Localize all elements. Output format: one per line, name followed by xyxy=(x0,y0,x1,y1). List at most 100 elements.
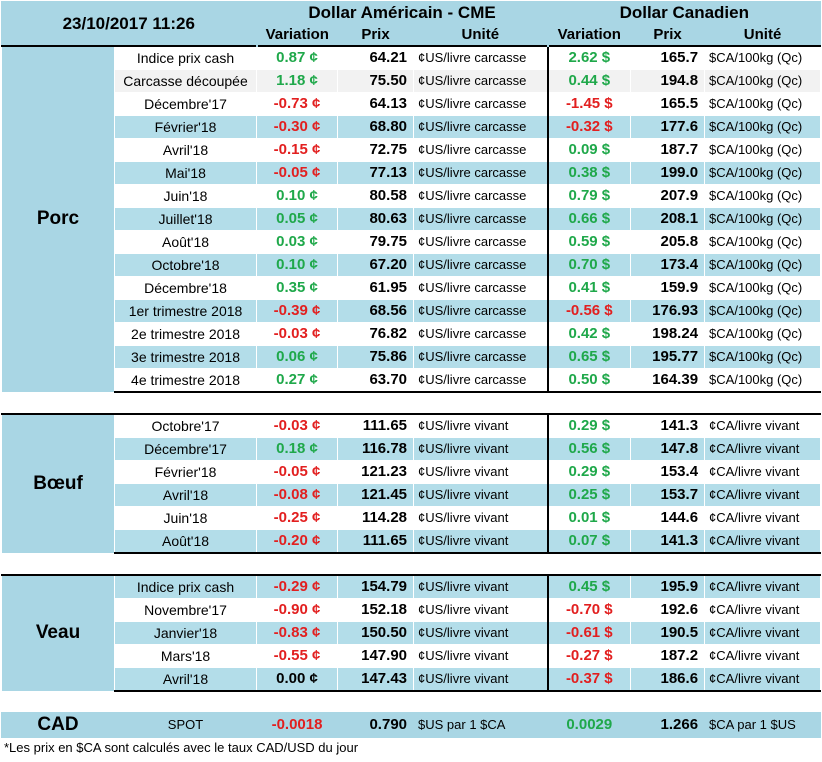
table-row: Juin'18 0.10 ¢ 80.58 ¢US/livre carcasse 0.79… xyxy=(2,184,822,208)
ca-prix: 165.7 xyxy=(630,45,706,70)
us-unite: ¢US/livre vivant xyxy=(413,529,549,554)
us-prix: 0.790 xyxy=(337,712,415,738)
us-unite: ¢US/livre vivant xyxy=(413,644,549,668)
us-prix: 147.90 xyxy=(337,644,415,668)
ca-unite: $CA/100kg (Qc) xyxy=(704,161,822,185)
ca-prix: 164.39 xyxy=(630,368,706,393)
spacer-cell xyxy=(547,690,631,714)
us-prix: 68.56 xyxy=(337,299,415,323)
contract-label: Décembre'17 xyxy=(113,92,258,116)
contract-label: 3e trimestre 2018 xyxy=(113,345,258,369)
table-row: Février'18 -0.05 ¢ 121.23 ¢US/livre vivant 0… xyxy=(2,460,822,484)
us-prix: 63.70 xyxy=(337,368,415,393)
ca-prix: 173.4 xyxy=(630,253,706,277)
ca-variation: 0.25 $ xyxy=(546,483,632,507)
us-variation: -0.73 ¢ xyxy=(256,92,339,116)
ca-variation: -0.70 $ xyxy=(546,598,632,622)
us-prix: 76.82 xyxy=(337,322,415,346)
ca-prix: 186.6 xyxy=(630,667,706,692)
ca-variation: 0.79 $ xyxy=(546,184,632,208)
us-variation: 0.10 ¢ xyxy=(256,253,339,277)
ca-variation: -0.27 $ xyxy=(546,644,632,668)
us-unite: ¢US/livre vivant xyxy=(413,598,549,622)
ca-prix: 187.2 xyxy=(630,644,706,668)
ca-unite-header: Unité xyxy=(704,23,822,47)
us-variation: -0.03 ¢ xyxy=(256,413,339,438)
contract-label: Juin'18 xyxy=(113,184,258,208)
ca-variation: 0.29 $ xyxy=(546,460,632,484)
us-variation: 0.27 ¢ xyxy=(256,368,339,393)
ca-variation: 0.56 $ xyxy=(546,437,632,461)
table-row: 1er trimestre 2018 -0.39 ¢ 68.56 ¢US/livre … xyxy=(2,299,822,323)
spacer-cell xyxy=(1,552,115,576)
ca-unite: ¢CA/livre vivant xyxy=(704,506,822,530)
ca-prix: 190.5 xyxy=(630,621,706,645)
us-unite: ¢US/livre carcasse xyxy=(413,138,549,162)
contract-label: Octobre'18 xyxy=(113,253,258,277)
ca-prix: 147.8 xyxy=(630,437,706,461)
ca-unite: ¢CA/livre vivant xyxy=(704,644,822,668)
ca-unite: $CA/100kg (Qc) xyxy=(704,322,822,346)
table-row: Porc Indice prix cash 0.87 ¢ 64.21 ¢US/livre… xyxy=(1,45,822,393)
us-prix: 152.18 xyxy=(337,598,415,622)
spacer-cell xyxy=(337,690,414,714)
table-row: Décembre'17 0.18 ¢ 116.78 ¢US/livre vivant 0… xyxy=(2,437,822,461)
contract-label: 1er trimestre 2018 xyxy=(113,299,258,323)
ca-unite: ¢CA/livre vivant xyxy=(704,483,822,507)
ca-variation-header: Variation xyxy=(546,23,632,47)
us-unite: ¢US/livre vivant xyxy=(413,667,549,692)
spacer-cell xyxy=(256,690,338,714)
us-unite: ¢US/livre carcasse xyxy=(413,92,549,116)
ca-unite: $CA/100kg (Qc) xyxy=(704,276,822,300)
ca-prix: 187.7 xyxy=(630,138,706,162)
ca-variation: 2.62 $ xyxy=(546,45,632,70)
us-unite: ¢US/livre carcasse xyxy=(413,207,549,231)
ca-prix: 153.4 xyxy=(630,460,706,484)
us-variation: 0.00 ¢ xyxy=(256,667,339,692)
group-label-veau: Veau xyxy=(1,574,115,692)
us-variation: 0.05 ¢ xyxy=(256,207,339,231)
table-row: Avril'18 0.00 ¢ 147.43 ¢US/livre vivant -0.3… xyxy=(2,667,822,692)
spacer-cell xyxy=(413,690,548,714)
table-row: Carcasse découpée 1.18 ¢ 75.50 ¢US/livre ca… xyxy=(2,69,822,93)
ca-prix: 176.93 xyxy=(630,299,706,323)
us-unite: ¢US/livre vivant xyxy=(413,621,549,645)
us-prix: 72.75 xyxy=(337,138,415,162)
us-prix-header: Prix xyxy=(337,23,415,47)
contract-label: Avril'18 xyxy=(113,483,258,507)
us-unite: ¢US/livre carcasse xyxy=(413,69,549,93)
spacer-cell xyxy=(547,552,631,576)
spacer-cell xyxy=(114,690,257,714)
us-prix: 79.75 xyxy=(337,230,415,254)
us-variation: -0.83 ¢ xyxy=(256,621,339,645)
ca-prix: 177.6 xyxy=(630,115,706,139)
us-prix: 111.65 xyxy=(337,529,415,554)
spacer-cell xyxy=(630,552,705,576)
futures-price-table: 23/10/2017 11:26 Dollar Américain - CME … xyxy=(0,1,822,738)
table-row: Février'18 -0.30 ¢ 68.80 ¢US/livre carcasse… xyxy=(2,115,822,139)
us-variation-header: Variation xyxy=(256,23,339,47)
table-row: Avril'18 -0.08 ¢ 121.45 ¢US/livre vivant 0.2… xyxy=(2,483,822,507)
table-row: Août'18 0.03 ¢ 79.75 ¢US/livre carcasse 0.59… xyxy=(2,230,822,254)
ca-prix: 208.1 xyxy=(630,207,706,231)
us-prix: 154.79 xyxy=(337,574,415,599)
group-label-cad: CAD xyxy=(1,712,115,738)
us-prix: 114.28 xyxy=(337,506,415,530)
us-unite: ¢US/livre carcasse xyxy=(413,184,549,208)
us-prix: 80.58 xyxy=(337,184,415,208)
ca-variation: 0.41 $ xyxy=(546,276,632,300)
us-prix: 121.23 xyxy=(337,460,415,484)
us-prix: 121.45 xyxy=(337,483,415,507)
us-variation: 0.10 ¢ xyxy=(256,184,339,208)
us-variation: -0.39 ¢ xyxy=(256,299,339,323)
contract-label: Carcasse découpée xyxy=(113,69,258,93)
us-variation: -0.20 ¢ xyxy=(256,529,339,554)
us-unite: ¢US/livre carcasse xyxy=(413,322,549,346)
us-prix: 150.50 xyxy=(337,621,415,645)
us-prix: 64.21 xyxy=(337,45,415,70)
ca-unite: ¢CA/livre vivant xyxy=(704,413,822,438)
us-prix: 75.86 xyxy=(337,345,415,369)
us-unite: ¢US/livre vivant xyxy=(413,506,549,530)
ca-variation: 0.38 $ xyxy=(546,161,632,185)
table-row: 4e trimestre 2018 0.27 ¢ 63.70 ¢US/livre ca… xyxy=(2,368,822,393)
